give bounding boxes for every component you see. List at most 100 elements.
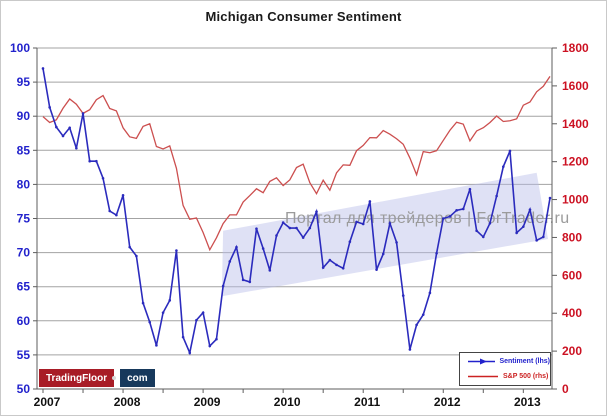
sentiment-point	[461, 207, 465, 211]
sentiment-point	[181, 335, 185, 339]
sentiment-point-markers	[41, 67, 552, 355]
sentiment-point	[355, 220, 358, 224]
sentiment-point	[488, 221, 492, 225]
chart-title: Michigan Consumer Sentiment	[205, 9, 402, 24]
sentiment-point	[335, 263, 338, 267]
sentiment-point	[241, 278, 245, 282]
sentiment-point	[535, 239, 538, 242]
sentiment-point	[128, 245, 132, 249]
sentiment-point	[108, 209, 112, 213]
sentiment-point	[435, 251, 438, 255]
sentiment-point	[41, 67, 45, 70]
axis-tick-labels: 100 95 90 85 80 75 70 65 60 55 50 1800 1600 1400 1200 1…	[10, 41, 589, 409]
sentiment-point	[408, 348, 412, 351]
x-tick-label: 2013	[514, 395, 541, 409]
sentiment-point	[502, 165, 505, 168]
sentiment-point	[395, 241, 398, 244]
sentiment-point	[528, 208, 532, 211]
sentiment-point	[415, 323, 418, 327]
y-right-tick-label: 400	[562, 306, 582, 320]
y-right-tick-label: 1400	[562, 117, 589, 131]
y-left-tick-label: 50	[17, 382, 31, 396]
gridlines	[37, 47, 552, 356]
sentiment-point	[428, 291, 432, 295]
sentiment-point	[475, 229, 478, 233]
tradingfloor-logo-tld: com	[120, 369, 155, 387]
sentiment-point	[195, 318, 198, 322]
sentiment-point	[175, 249, 178, 252]
sentiment-point	[448, 215, 452, 218]
legend-row-sp500: S&P 500 (rhs)	[467, 370, 550, 383]
y-right-tick-label: 1600	[562, 79, 589, 93]
x-tick-label: 2012	[434, 395, 461, 409]
sentiment-point	[208, 344, 212, 348]
sentiment-point	[341, 266, 345, 270]
sentiment-point	[101, 176, 105, 180]
sentiment-point	[281, 221, 285, 224]
sentiment-point	[255, 227, 258, 231]
sentiment-point	[388, 221, 392, 225]
sentiment-point	[348, 240, 352, 243]
y-left-tick-label: 75	[17, 212, 31, 226]
sentiment-point	[228, 260, 232, 263]
legend-row-sentiment: Sentiment (lhs)	[467, 355, 550, 368]
y-right-tick-label: 600	[562, 268, 582, 282]
tradingfloor-logo: TradingFloor com	[39, 369, 155, 387]
sentiment-point	[61, 134, 65, 138]
sentiment-point	[188, 351, 192, 355]
sentiment-point	[455, 209, 458, 212]
sentiment-point	[141, 301, 145, 305]
sentiment-point	[381, 252, 385, 256]
y-left-tick-label: 60	[17, 314, 31, 328]
sentiment-point	[421, 313, 425, 316]
y-right-tick-label: 0	[562, 382, 569, 396]
sentiment-point	[522, 225, 525, 228]
sentiment-point	[248, 280, 252, 284]
sentiment-point	[75, 146, 78, 150]
sentiment-point	[481, 235, 485, 239]
sentiment-point	[168, 299, 172, 302]
y-right-tick-label: 1800	[562, 41, 589, 55]
x-tick-label: 2007	[34, 395, 61, 409]
sentiment-point	[361, 222, 365, 226]
sentiment-point	[221, 284, 225, 288]
sentiment-point	[401, 294, 405, 297]
sentiment-legend-marker-icon	[468, 358, 496, 365]
logo-dot-icon	[112, 376, 116, 380]
sentiment-point	[295, 226, 298, 230]
sentiment-point	[88, 159, 91, 163]
trend-channel-highlight	[221, 172, 548, 297]
sp500-legend-marker-icon	[468, 375, 498, 377]
axes	[33, 47, 557, 393]
y-left-tick-label: 95	[17, 75, 31, 89]
sentiment-point	[288, 226, 292, 230]
sentiment-point	[81, 112, 85, 115]
y-left-tick-label: 55	[17, 348, 31, 362]
sentiment-point	[55, 125, 58, 129]
sentiment-point	[115, 213, 118, 217]
sentiment-point	[68, 126, 71, 130]
y-right-tick-label: 200	[562, 344, 582, 358]
sentiment-point	[155, 344, 158, 347]
sentiment-point	[515, 231, 518, 235]
sentiment-point	[121, 194, 125, 197]
sentiment-point	[315, 210, 318, 213]
sentiment-point	[321, 266, 325, 269]
y-left-tick-label: 85	[17, 143, 31, 157]
sentiment-point	[161, 311, 165, 314]
tradingfloor-logo-name: TradingFloor	[39, 369, 115, 387]
sentiment-point	[542, 235, 545, 239]
sentiment-point	[548, 196, 552, 200]
sentiment-point	[468, 187, 472, 191]
x-tick-label: 2011	[354, 395, 380, 409]
y-left-tick-label: 80	[17, 177, 31, 191]
sentiment-point	[441, 217, 445, 220]
sentiment-point	[261, 247, 265, 250]
y-left-tick-label: 90	[17, 109, 31, 123]
sentiment-point	[201, 311, 205, 314]
sentiment-point	[215, 337, 218, 341]
sentiment-point	[495, 194, 498, 198]
sentiment-point	[508, 149, 512, 153]
